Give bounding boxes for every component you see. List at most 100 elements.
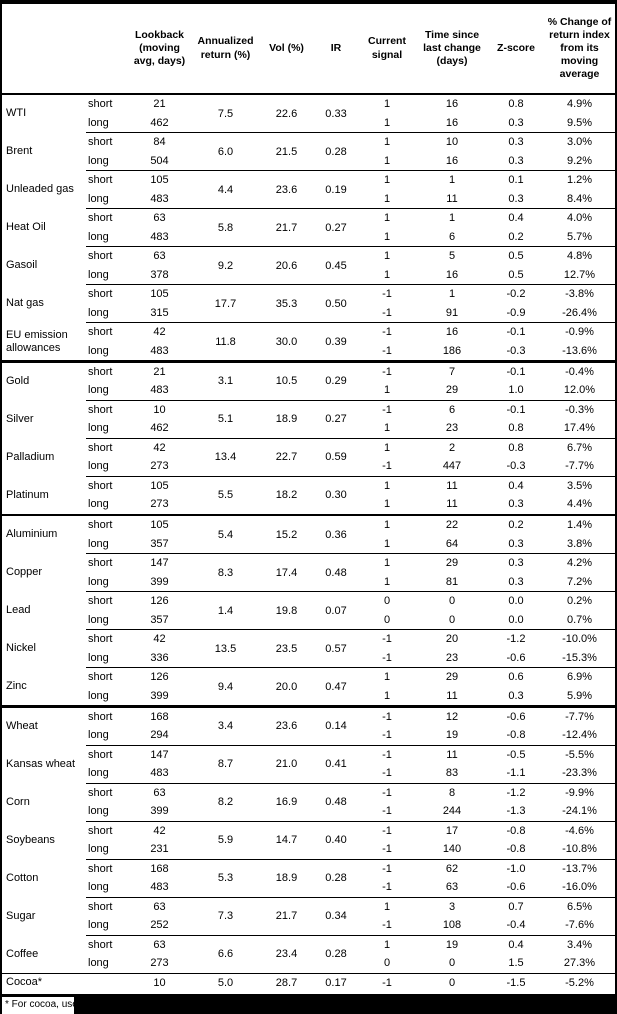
leg-label: long [88, 767, 109, 780]
lookback-value: 42 [153, 326, 166, 339]
commodity-group: Copper short 147 1 29 0.3 4.2% long 399 1 81 0.3 7.2… [2, 554, 615, 591]
leg-label: short [88, 824, 113, 837]
pct-change-value: -16.0% [562, 881, 597, 894]
header-vol: Vol (%) [269, 41, 304, 54]
vol-value: 28.7 [275, 976, 298, 989]
time-since-value: 0 [448, 976, 456, 989]
header-current-signal: Current signal [368, 35, 406, 61]
current-signal-value: 1 [383, 689, 391, 702]
lookback-value: 126 [150, 595, 169, 608]
pct-change-value: 5.9% [566, 689, 593, 702]
redaction-bar [74, 997, 615, 1014]
leg-label: long [88, 805, 109, 818]
annualized-return-value: 13.4 [214, 451, 237, 463]
section-divider [2, 360, 615, 363]
time-since-value: 22 [445, 519, 459, 532]
lookback-value: 294 [150, 729, 169, 742]
header-pct-change: % Change of return index from its moving… [547, 15, 612, 81]
z-score-value: -0.3 [506, 344, 526, 357]
lookback-value: 84 [153, 136, 166, 149]
lookback-value: 105 [150, 479, 169, 492]
current-signal-value: 1 [383, 250, 391, 263]
commodity-name: Copper [6, 566, 43, 579]
vol-value: 22.6 [275, 107, 298, 120]
lookback-value: 10 [153, 403, 166, 416]
pct-change-value: -13.7% [562, 862, 597, 875]
commodity-group: Coffee short 63 1 19 0.4 3.4% long 273 0 0 1.5 27.3%… [2, 936, 615, 973]
ir-value: 0.33 [325, 107, 347, 120]
leg-label: short [88, 326, 113, 339]
z-score-value: 0.1 [508, 174, 524, 187]
time-since-value: 17 [445, 824, 459, 837]
leg-label: short [88, 710, 113, 723]
current-signal-value: 1 [383, 498, 391, 511]
pct-change-value: -3.8% [565, 288, 594, 301]
footnote-row: * For cocoa, uses o [2, 994, 615, 1014]
time-since-value: 5 [448, 250, 456, 263]
group-divider [86, 934, 615, 936]
time-since-value: 11 [446, 498, 458, 511]
leg-label: long [88, 344, 109, 357]
leg-label: short [88, 212, 113, 225]
commodity-group: EU emission allowances short 42 -1 16 -0.1 -0.… [2, 323, 615, 360]
table-header-row: Lookback (moving avg, days) Annualized r… [2, 4, 615, 95]
lookback-value: 483 [150, 384, 169, 397]
current-signal-value: -1 [382, 976, 392, 989]
group-divider [86, 896, 615, 898]
z-score-value: -0.4 [506, 919, 526, 932]
pct-change-value: 4.0% [566, 212, 593, 225]
lookback-value: 231 [150, 843, 169, 856]
leg-label: long [88, 575, 109, 588]
time-since-value: 12 [445, 710, 459, 723]
leg-label: short [88, 479, 113, 492]
lookback-value: 63 [153, 938, 166, 951]
time-since-value: 1 [448, 212, 456, 225]
current-signal-value: -1 [382, 460, 392, 473]
group-divider [86, 246, 615, 247]
commodity-name: Aluminium [6, 528, 58, 541]
lookback-value: 63 [153, 786, 166, 799]
lookback-value: 273 [150, 957, 169, 970]
ir-value: 0.34 [325, 910, 347, 922]
time-since-value: 16 [445, 116, 459, 129]
z-score-value: -0.6 [506, 651, 526, 664]
commodity-group: Zinc short 126 1 29 0.6 6.9% long 399 1 11 0.3 5.9% 9… [2, 668, 615, 705]
pct-change-value: 4.8% [566, 250, 593, 263]
vol-value: 23.4 [275, 948, 298, 960]
current-signal-value: 1 [383, 441, 391, 454]
pct-change-value: -9.9% [565, 786, 594, 799]
leg-label: short [88, 938, 113, 951]
leg-label: short [88, 671, 113, 684]
current-signal-value: -1 [382, 919, 392, 932]
lookback-value: 273 [150, 460, 169, 473]
current-signal-value: -1 [382, 824, 392, 837]
group-divider [86, 667, 615, 668]
pct-change-value: -7.6% [565, 919, 594, 932]
table-body: WTI short 21 1 16 0.8 4.9% long 462 1 16 0.3 9.5% 7.5… [2, 95, 615, 992]
leg-label: short [88, 519, 113, 532]
leg-label: long [88, 957, 109, 970]
time-since-value: 10 [445, 136, 459, 149]
leg-label: short [88, 136, 113, 149]
commodity-group: Gold short 21 -1 7 -0.1 -0.4% long 483 1 29 1.0 12.0… [2, 363, 615, 400]
vol-value: 23.6 [275, 720, 298, 732]
current-signal-value: 1 [383, 268, 391, 281]
vol-value: 35.3 [275, 297, 298, 310]
annualized-return-value: 1.4 [217, 604, 234, 617]
commodity-group: Aluminium short 105 1 22 0.2 1.4% long 357 1 64 0.3… [2, 516, 615, 553]
pct-change-value: -0.9% [565, 326, 594, 339]
lookback-value: 42 [153, 633, 166, 646]
commodity-name: Kansas wheat [6, 757, 76, 770]
annualized-return-value: 13.5 [214, 642, 237, 655]
lookback-value: 21 [153, 365, 166, 378]
pct-change-value: 6.9% [566, 671, 593, 684]
vol-value: 17.4 [275, 566, 298, 579]
leg-label: long [88, 192, 109, 205]
time-since-value: 91 [445, 306, 459, 319]
annualized-return-value: 5.1 [217, 413, 234, 425]
z-score-value: 0.6 [508, 671, 524, 684]
current-signal-value: -1 [382, 326, 392, 339]
leg-label: long [88, 116, 109, 129]
leg-label: long [88, 306, 109, 319]
z-score-value: 1.5 [508, 957, 524, 970]
